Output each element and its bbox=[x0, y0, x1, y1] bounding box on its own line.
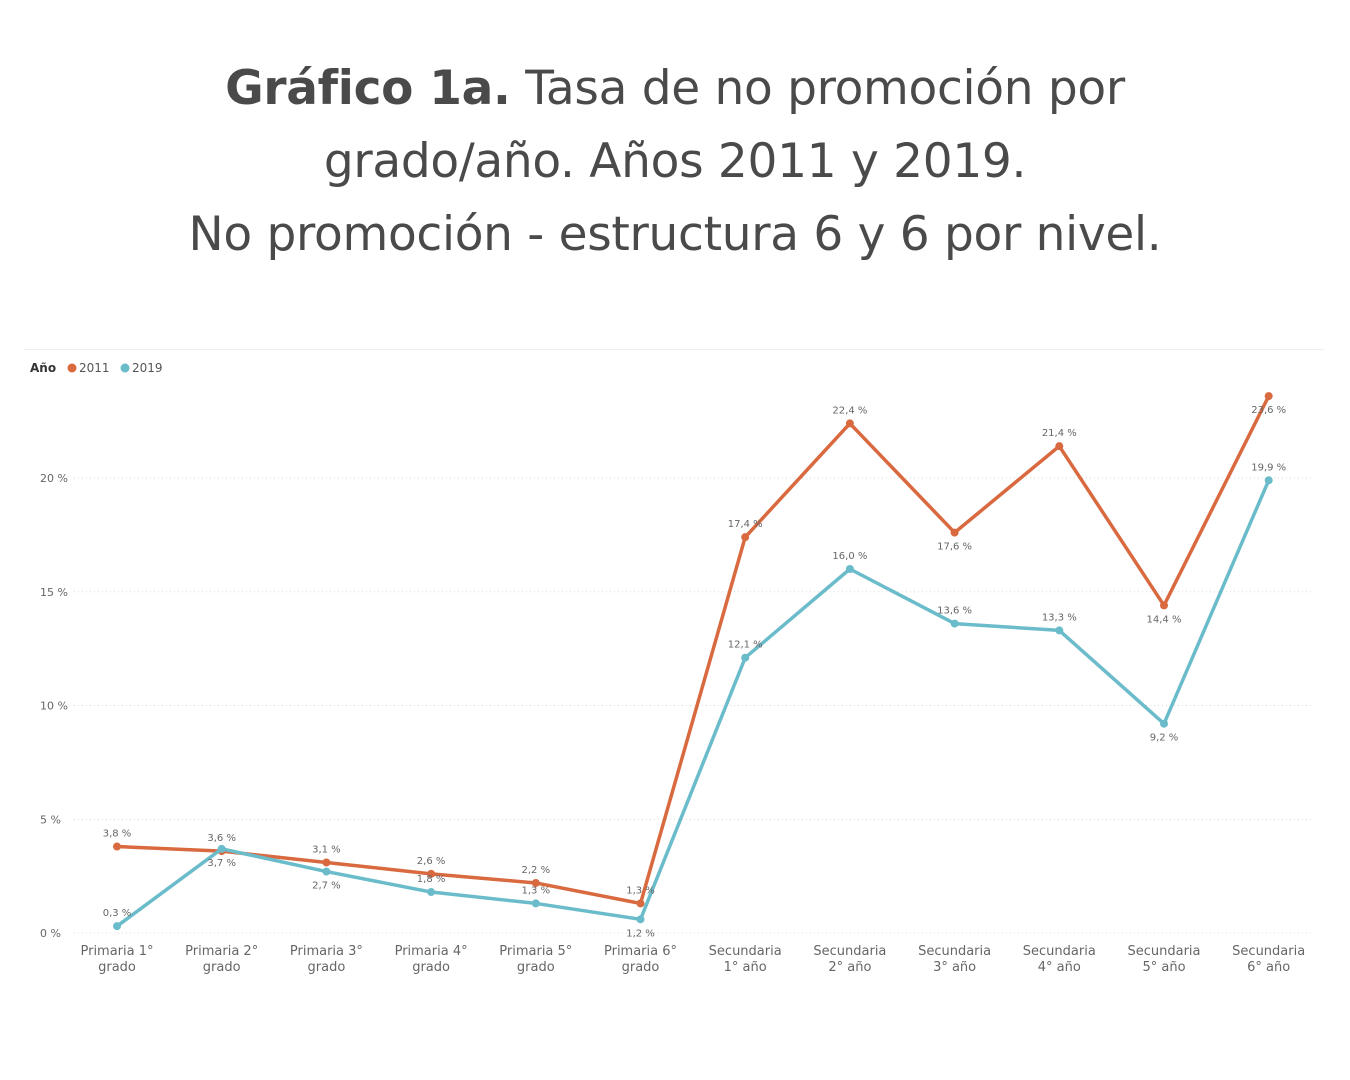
data-label: 16,0 % bbox=[832, 551, 867, 562]
data-label: 1,2 % bbox=[626, 928, 655, 939]
data-label: 1,3 % bbox=[626, 885, 655, 896]
data-label: 9,2 % bbox=[1150, 733, 1179, 744]
data-label: 2,2 % bbox=[522, 865, 551, 876]
data-label: 23,6 % bbox=[1251, 405, 1286, 416]
series-line bbox=[115, 479, 1271, 928]
y-tick-label: 10 % bbox=[40, 700, 68, 713]
data-point bbox=[845, 419, 854, 428]
data-label: 22,4 % bbox=[832, 405, 867, 416]
data-label: 3,6 % bbox=[207, 833, 236, 844]
data-point bbox=[636, 899, 645, 908]
x-tick-label: 3° año bbox=[933, 960, 976, 975]
x-tick-label: grado bbox=[517, 960, 555, 975]
x-tick-label: Primaria 1° bbox=[80, 944, 153, 959]
x-tick-label: Secundaria bbox=[918, 944, 991, 959]
data-point bbox=[845, 565, 854, 573]
data-point bbox=[531, 899, 540, 908]
data-point bbox=[636, 915, 645, 924]
x-tick-label: Primaria 6° bbox=[604, 944, 677, 959]
legend-marker bbox=[67, 363, 77, 373]
x-tick-label: Secundaria bbox=[813, 944, 886, 959]
data-label: 0,3 % bbox=[103, 908, 132, 919]
data-point bbox=[531, 878, 540, 887]
data-label: 21,4 % bbox=[1042, 428, 1077, 439]
x-tick-label: Secundaria bbox=[1127, 944, 1200, 959]
data-label: 1,3 % bbox=[522, 885, 551, 896]
y-tick-label: 5 % bbox=[40, 813, 61, 826]
x-tick-label: Secundaria bbox=[1023, 944, 1096, 959]
x-tick-label: Primaria 2° bbox=[185, 944, 258, 959]
x-tick-label: 2° año bbox=[828, 960, 871, 975]
title-line-1: Gráfico 1a. Tasa de no promoción por bbox=[0, 52, 1350, 125]
y-tick-label: 15 % bbox=[40, 586, 68, 599]
data-point bbox=[217, 844, 226, 853]
title-figure-number: Gráfico 1a. bbox=[225, 61, 511, 116]
x-tick-label: Primaria 4° bbox=[395, 944, 468, 959]
data-label: 2,7 % bbox=[312, 881, 341, 892]
x-tick-label: 4° año bbox=[1038, 960, 1081, 975]
data-label: 2,6 % bbox=[417, 856, 446, 867]
legend-title: Año bbox=[30, 361, 56, 375]
x-tick-label: Primaria 5° bbox=[499, 944, 572, 959]
y-tick-label: 20 % bbox=[40, 472, 68, 485]
line-chart: 0 % 5 % 10 % 15 % 20 % Año 2011 2019 Primaria 1°… bbox=[30, 361, 1311, 975]
data-point bbox=[427, 888, 436, 897]
data-point bbox=[741, 533, 750, 542]
legend-marker bbox=[120, 363, 130, 373]
data-point bbox=[1264, 392, 1273, 401]
title-text-1: Tasa de no promoción por bbox=[525, 61, 1125, 116]
y-tick-label: 0 % bbox=[40, 927, 61, 940]
data-label: 17,6 % bbox=[937, 542, 972, 553]
x-tick-label: grado bbox=[622, 960, 660, 975]
x-tick-label: 1° año bbox=[724, 960, 767, 975]
data-point bbox=[113, 842, 121, 851]
data-point bbox=[1055, 626, 1064, 635]
data-point bbox=[741, 653, 750, 662]
chart-area: 0 % 5 % 10 % 15 % 20 % Año 2011 2019 Primaria 1°… bbox=[24, 349, 1324, 990]
legend-entry: 2019 bbox=[132, 361, 163, 375]
data-label: 14,4 % bbox=[1147, 614, 1182, 625]
series-line bbox=[116, 395, 1271, 906]
data-point bbox=[950, 528, 959, 537]
x-tick-label: Secundaria bbox=[709, 944, 782, 959]
data-point bbox=[950, 619, 959, 628]
title-line-3: No promoción - estructura 6 y 6 por nive… bbox=[188, 207, 1162, 262]
x-tick-label: grado bbox=[203, 960, 241, 975]
x-tick-label: Secundaria bbox=[1232, 944, 1305, 959]
data-label: 13,6 % bbox=[937, 606, 972, 617]
data-label: 19,9 % bbox=[1251, 462, 1286, 473]
data-label: 3,8 % bbox=[103, 829, 132, 840]
data-label: 1,8 % bbox=[417, 874, 446, 885]
data-point bbox=[1055, 442, 1064, 451]
data-point bbox=[113, 922, 121, 931]
x-tick-label: grado bbox=[98, 960, 136, 975]
data-label: 3,7 % bbox=[207, 858, 236, 869]
data-point bbox=[1264, 476, 1273, 485]
legend-entry: 2011 bbox=[79, 361, 110, 375]
x-tick-label: Primaria 3° bbox=[290, 944, 363, 959]
x-tick-label: 6° año bbox=[1247, 960, 1290, 975]
x-tick-label: grado bbox=[412, 960, 450, 975]
data-point bbox=[322, 858, 331, 867]
x-tick-label: grado bbox=[308, 960, 346, 975]
data-point bbox=[1160, 719, 1168, 728]
data-point bbox=[322, 867, 331, 876]
data-label: 13,3 % bbox=[1042, 612, 1077, 623]
data-label: 12,1 % bbox=[728, 640, 763, 651]
data-label: 17,4 % bbox=[728, 519, 763, 530]
x-tick-label: 5° año bbox=[1142, 960, 1185, 975]
data-point bbox=[427, 869, 436, 878]
data-label: 3,1 % bbox=[312, 844, 341, 855]
data-point bbox=[1160, 601, 1168, 610]
chart-title: Gráfico 1a. Tasa de no promoción por gra… bbox=[0, 52, 1350, 271]
title-line-2: grado/año. Años 2011 y 2019. bbox=[323, 134, 1027, 189]
